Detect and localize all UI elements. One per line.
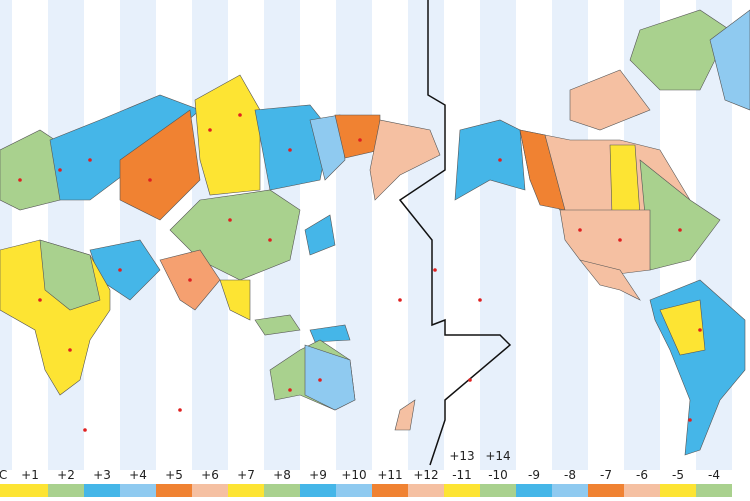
zone-swatch <box>516 484 552 497</box>
zone-label: +1 <box>21 468 39 482</box>
stripe <box>48 0 84 470</box>
zone-label: +11 <box>377 468 402 482</box>
zone-swatch <box>48 484 84 497</box>
zone-swatch <box>84 484 120 497</box>
zone-label: -4 <box>708 468 720 482</box>
zone-label: -8 <box>564 468 576 482</box>
new-zealand <box>394 399 416 431</box>
japan <box>304 214 336 256</box>
new-guinea <box>309 324 351 343</box>
arctic-islands <box>569 69 651 131</box>
south-america-west <box>659 299 706 356</box>
zone-swatch <box>264 484 300 497</box>
yakutia <box>309 114 346 181</box>
zone-swatch <box>408 484 444 497</box>
greenland <box>629 9 731 91</box>
zone-swatch <box>444 484 480 497</box>
zone-label: +13 <box>449 449 474 463</box>
land <box>0 9 750 456</box>
central-asia <box>119 109 201 221</box>
canada-central <box>609 144 641 216</box>
africa-east <box>39 239 101 311</box>
zone-swatch <box>120 484 156 497</box>
zone-label: +12 <box>413 468 438 482</box>
indonesia <box>254 314 301 336</box>
zone-swatch <box>336 484 372 497</box>
stripe <box>120 0 156 470</box>
date-line <box>398 0 512 466</box>
zone-swatch <box>660 484 696 497</box>
zone-label: +8 <box>273 468 291 482</box>
zone-label: -10 <box>488 468 508 482</box>
zone-swatch <box>12 484 48 497</box>
zone-swatch <box>156 484 192 497</box>
zone-swatch <box>228 484 264 497</box>
zone-label: -9 <box>528 468 540 482</box>
southeast-asia <box>219 279 251 321</box>
stripe <box>0 0 12 470</box>
zone-label: +7 <box>237 468 255 482</box>
zone-swatch <box>192 484 228 497</box>
zone-label: +5 <box>165 468 183 482</box>
zone-swatch <box>696 484 732 497</box>
greenland-east <box>709 9 750 111</box>
zone-label: -6 <box>636 468 648 482</box>
zone-label: C <box>0 468 7 482</box>
zone-label: +3 <box>93 468 111 482</box>
zone-swatch <box>0 484 12 497</box>
zone-swatch <box>372 484 408 497</box>
zone-swatch <box>624 484 660 497</box>
zone-label: +14 <box>485 449 510 463</box>
zone-legend: C +1 +2 +3 +4 +5 +6 +7 +8 +9 +10 +11 +12 +13 -11 +14 -10… <box>0 449 732 497</box>
zone-swatch <box>480 484 516 497</box>
canada-west <box>519 129 566 211</box>
zone-label: +2 <box>57 468 75 482</box>
stripe <box>480 0 516 470</box>
siberia-central <box>194 74 261 196</box>
zone-label: +9 <box>309 468 327 482</box>
mexico <box>579 259 641 301</box>
zone-label: +6 <box>201 468 219 482</box>
zone-label: +10 <box>341 468 366 482</box>
zone-swatch <box>552 484 588 497</box>
zone-label: -11 <box>452 468 472 482</box>
zone-label: +4 <box>129 468 147 482</box>
australia-east <box>304 344 356 411</box>
cities <box>18 113 702 432</box>
zone-swatch <box>588 484 624 497</box>
zone-label: -5 <box>672 468 684 482</box>
stripe <box>408 0 444 470</box>
zone-swatch <box>300 484 336 497</box>
chukotka <box>369 119 441 201</box>
alaska <box>454 119 526 201</box>
zone-label: -7 <box>600 468 612 482</box>
